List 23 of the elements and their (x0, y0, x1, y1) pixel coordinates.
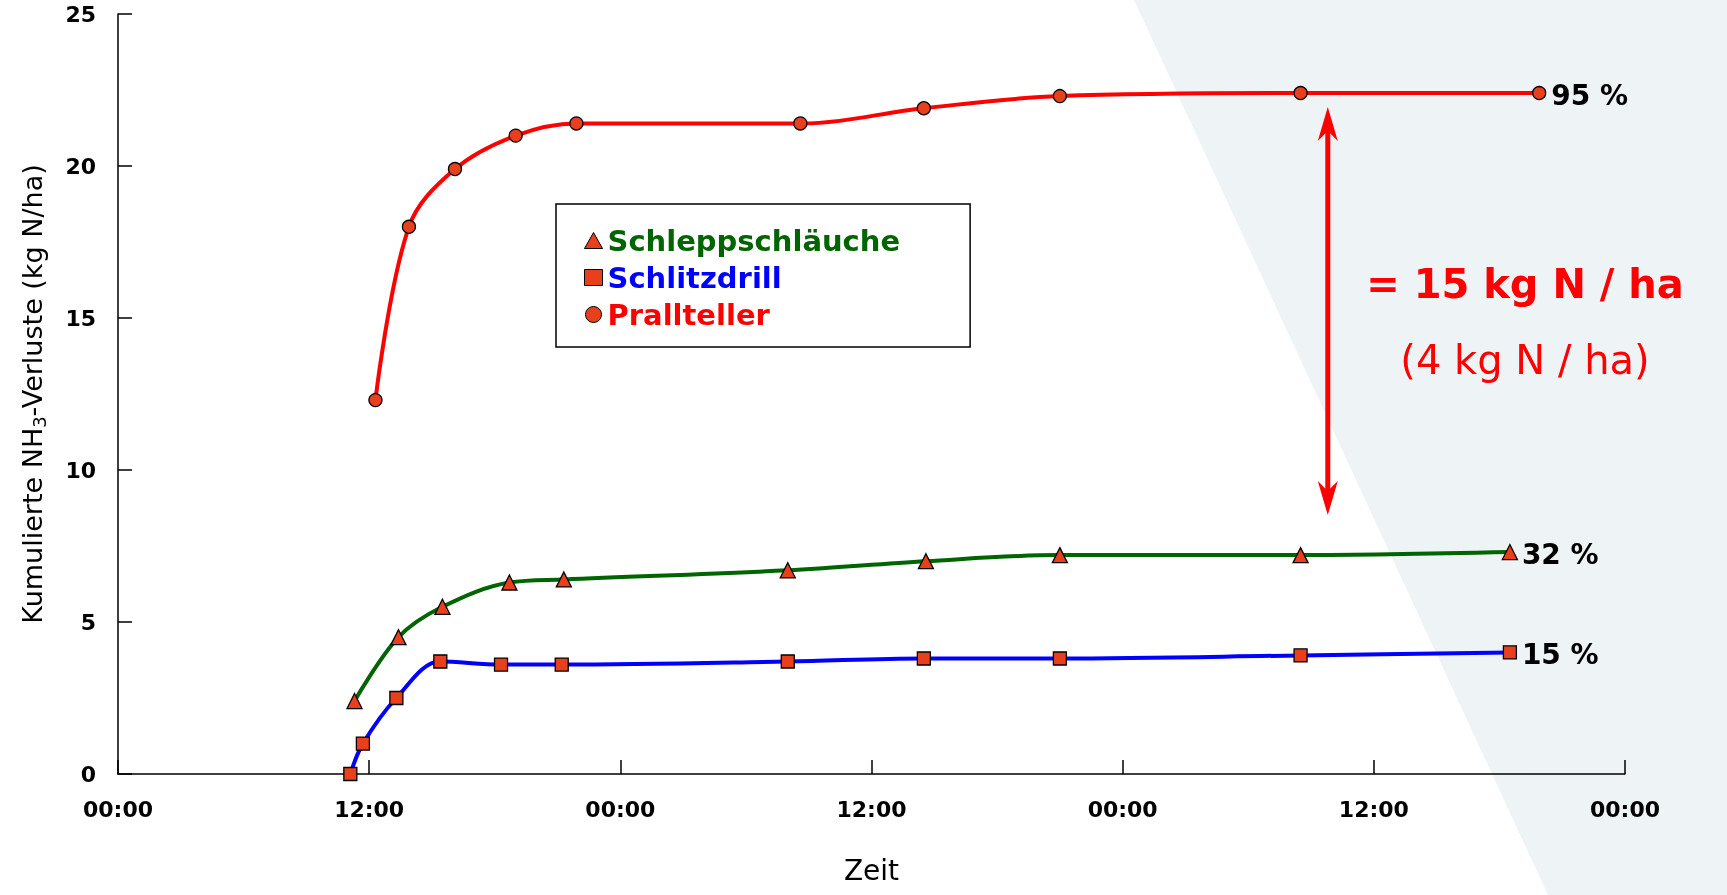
y-tick-label: 25 (65, 1, 96, 27)
annotation: (4 kg N / ha) (1400, 337, 1650, 383)
y-tick-label: 0 (80, 761, 96, 787)
y-tick-label: 5 (80, 609, 96, 635)
x-tick-label: 00:00 (82, 796, 154, 822)
legend-label: Schlitzdrill (607, 260, 782, 295)
x-axis-title: Zeit (843, 853, 900, 887)
annotation: = 15 kg N / ha (1366, 261, 1684, 307)
x-tick-label: 12:00 (334, 796, 405, 822)
annotation: 95 % (1551, 78, 1628, 112)
annotation: 15 % (1521, 637, 1599, 671)
x-tick-label: 00:00 (1087, 796, 1158, 822)
y-tick-label: 15 (65, 305, 96, 331)
x-tick-label: 12:00 (836, 796, 907, 822)
legend-label: Prallteller (607, 297, 771, 332)
x-tick-label: 00:00 (585, 796, 656, 822)
x-tick-label: 00:00 (1589, 796, 1661, 822)
annotation: 32 % (1521, 537, 1599, 571)
y-tick-label: 20 (65, 153, 96, 179)
y-tick-label: 10 (65, 457, 96, 483)
x-tick-label: 12:00 (1338, 796, 1409, 822)
legend-label: Schleppschläuche (607, 223, 901, 258)
y-axis-title: Kumulierte NH3-Verluste (kg N/ha) (16, 164, 50, 624)
